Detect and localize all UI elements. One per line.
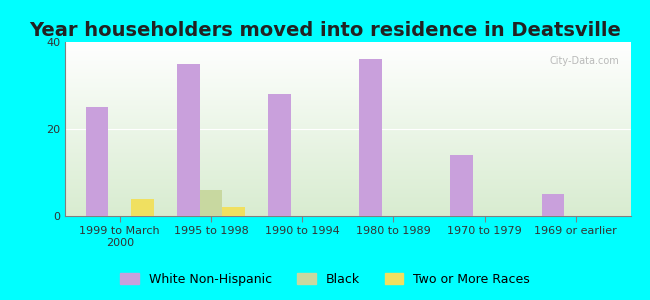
Bar xyxy=(177,64,200,216)
Bar xyxy=(131,199,154,216)
Bar xyxy=(86,107,109,216)
Bar xyxy=(222,207,245,216)
Bar xyxy=(200,190,222,216)
Bar xyxy=(268,94,291,216)
Bar xyxy=(359,59,382,216)
Text: Year householders moved into residence in Deatsville: Year householders moved into residence i… xyxy=(29,21,621,40)
Bar xyxy=(450,155,473,216)
Text: City-Data.com: City-Data.com xyxy=(549,56,619,66)
Legend: White Non-Hispanic, Black, Two or More Races: White Non-Hispanic, Black, Two or More R… xyxy=(115,268,535,291)
Bar xyxy=(541,194,564,216)
